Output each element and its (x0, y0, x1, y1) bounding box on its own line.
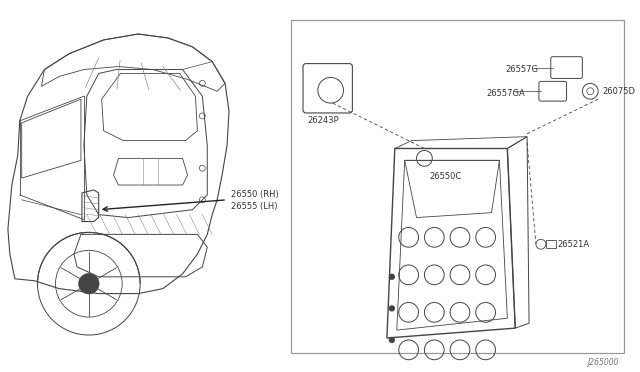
Text: 26557G: 26557G (506, 65, 538, 74)
Text: 26243P: 26243P (307, 116, 339, 125)
Text: 26550C: 26550C (429, 172, 461, 181)
Bar (291, 20, 624, 353)
Text: J265000: J265000 (588, 358, 619, 367)
Text: 26555 (LH): 26555 (LH) (231, 202, 278, 211)
Text: 26550 (RH): 26550 (RH) (231, 190, 278, 199)
Text: 26557GA: 26557GA (486, 89, 525, 98)
Circle shape (389, 337, 394, 343)
Text: 26521A: 26521A (557, 240, 590, 249)
Circle shape (389, 306, 394, 311)
Circle shape (389, 274, 394, 279)
FancyArrowPatch shape (103, 200, 224, 211)
Text: 26075D: 26075D (602, 87, 635, 96)
Circle shape (79, 273, 99, 294)
Bar (546, 240, 556, 248)
